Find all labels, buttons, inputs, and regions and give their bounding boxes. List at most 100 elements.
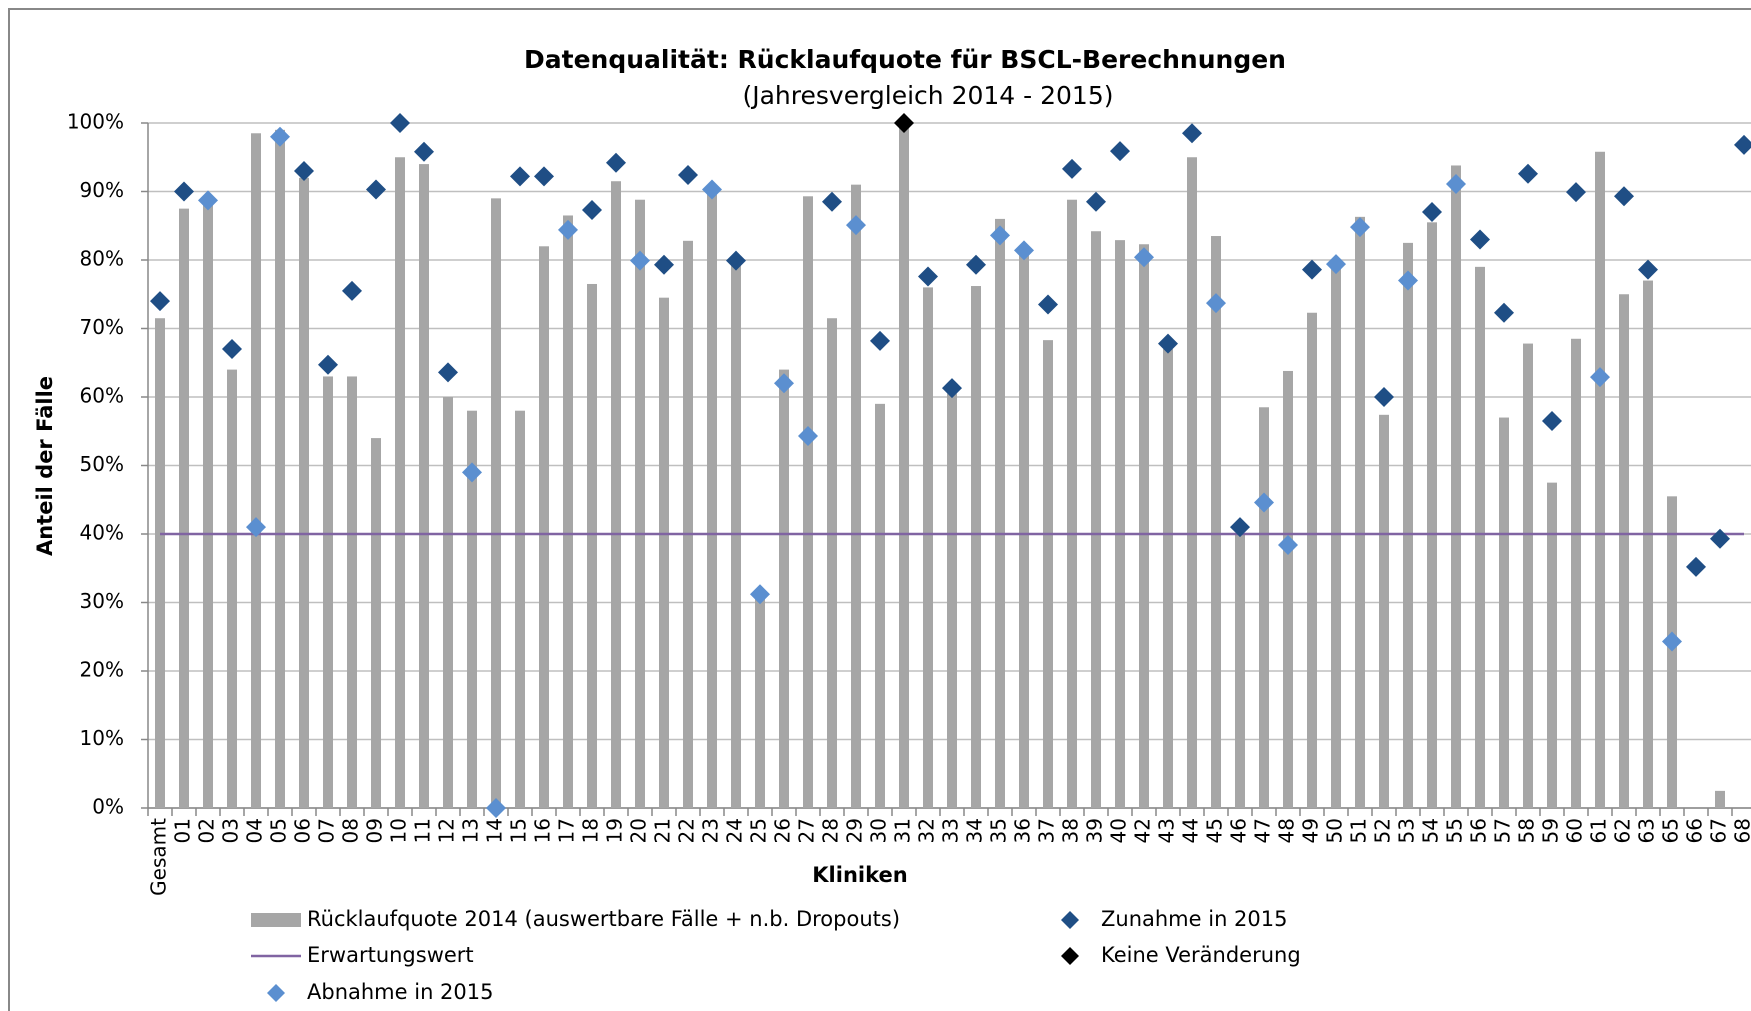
bar [491, 198, 501, 809]
legend-swatch [251, 913, 301, 927]
diamond-marker [918, 266, 938, 287]
diamond-marker [1566, 182, 1586, 203]
legend-label: Zunahme in 2015 [1101, 907, 1288, 931]
x-tick-label: 21 [651, 818, 675, 843]
bar [851, 184, 861, 808]
diamond-marker [1614, 186, 1634, 207]
bar [1643, 280, 1653, 808]
bar [1571, 338, 1581, 808]
diamond-marker [606, 152, 626, 173]
x-tick-label: 52 [1371, 818, 1395, 843]
x-tick-label: 03 [219, 818, 243, 843]
x-tick-label: 17 [555, 818, 579, 843]
x-tick-label: 49 [1299, 818, 1323, 843]
y-tick-label: 10% [80, 726, 124, 750]
x-tick-label: 13 [459, 818, 483, 843]
x-tick-label: 08 [339, 818, 363, 843]
diamond-marker [1470, 229, 1490, 250]
diamond-marker [1590, 367, 1610, 388]
y-tick-label: 90% [80, 178, 124, 202]
x-tick-label: 11 [411, 818, 435, 843]
x-tick-label: 67 [1707, 818, 1731, 843]
bar [203, 198, 213, 809]
x-tick-label: 04 [243, 818, 267, 843]
diamond-marker [798, 426, 818, 447]
diamond-marker [774, 373, 794, 394]
diamond-marker [966, 254, 986, 275]
x-tick-label: 07 [315, 818, 339, 843]
bar [1235, 534, 1245, 808]
bar [587, 283, 597, 809]
bar [1043, 340, 1053, 808]
bar [1475, 266, 1485, 809]
bar [1523, 343, 1533, 808]
bar [971, 286, 981, 808]
bar [659, 297, 669, 808]
y-tick-label: 30% [80, 589, 124, 613]
y-tick-label: 40% [80, 521, 124, 545]
x-tick-label: 33 [939, 818, 963, 843]
diamond-marker [486, 798, 506, 818]
x-tick-label: 15 [507, 818, 531, 843]
x-tick-label: 60 [1563, 818, 1587, 843]
x-tick-label: 63 [1635, 818, 1659, 843]
diamond-marker [582, 199, 602, 220]
diamond-marker [1014, 240, 1034, 261]
bar [1163, 349, 1173, 808]
x-tick-label: 25 [747, 818, 771, 843]
bar [755, 595, 765, 808]
diamond-marker [342, 280, 362, 301]
diamond-marker [1494, 302, 1514, 323]
diamond-marker [198, 190, 218, 211]
x-tick-label: 12 [435, 818, 459, 843]
diamond-marker [1446, 173, 1466, 194]
x-tick-label: 01 [171, 818, 195, 843]
bar [1283, 370, 1293, 808]
x-tick-label: 23 [699, 818, 723, 843]
x-tick-label: 50 [1323, 818, 1347, 843]
y-axis-title: Anteil der Fälle [33, 376, 57, 556]
bar [1259, 407, 1269, 808]
diamond-marker [942, 378, 962, 399]
x-tick-label: 22 [675, 818, 699, 843]
x-tick-label: 27 [795, 818, 819, 843]
x-tick-label: 58 [1515, 818, 1539, 843]
bar [875, 403, 885, 808]
diamond-marker [1278, 534, 1298, 555]
diamond-marker [1038, 294, 1058, 315]
diamond-marker [510, 166, 530, 187]
bar [1307, 312, 1317, 808]
x-tick-label: 45 [1203, 818, 1227, 843]
y-tick-label: 70% [80, 315, 124, 339]
bar [275, 129, 285, 809]
diamond-marker [678, 165, 698, 186]
chart-title: Datenqualität: Rücklaufquote für BSCL-Be… [524, 45, 1286, 74]
bar [371, 438, 381, 808]
diamond-marker [414, 141, 434, 162]
diamond-marker [438, 362, 458, 383]
bar [251, 133, 261, 808]
bar [1187, 157, 1197, 808]
bar [539, 246, 549, 809]
bar [1019, 246, 1029, 809]
bar [1451, 165, 1461, 809]
x-tick-label: 56 [1467, 818, 1491, 843]
x-tick-label: 53 [1395, 818, 1419, 843]
diamond-marker [1662, 631, 1682, 652]
bar [899, 123, 909, 808]
bar [683, 240, 693, 808]
diamond-marker [630, 250, 650, 271]
bar [419, 164, 429, 809]
diamond-marker [750, 584, 770, 605]
bar [467, 410, 477, 808]
bar [227, 369, 237, 808]
x-tick-label: 20 [627, 818, 651, 843]
bar [395, 157, 405, 808]
diamond-marker [1062, 158, 1082, 179]
diamond-marker [726, 250, 746, 271]
diamond-marker [1374, 387, 1394, 407]
diamond-marker [390, 113, 410, 133]
bar [1379, 414, 1389, 808]
x-tick-label: 39 [1083, 818, 1107, 843]
